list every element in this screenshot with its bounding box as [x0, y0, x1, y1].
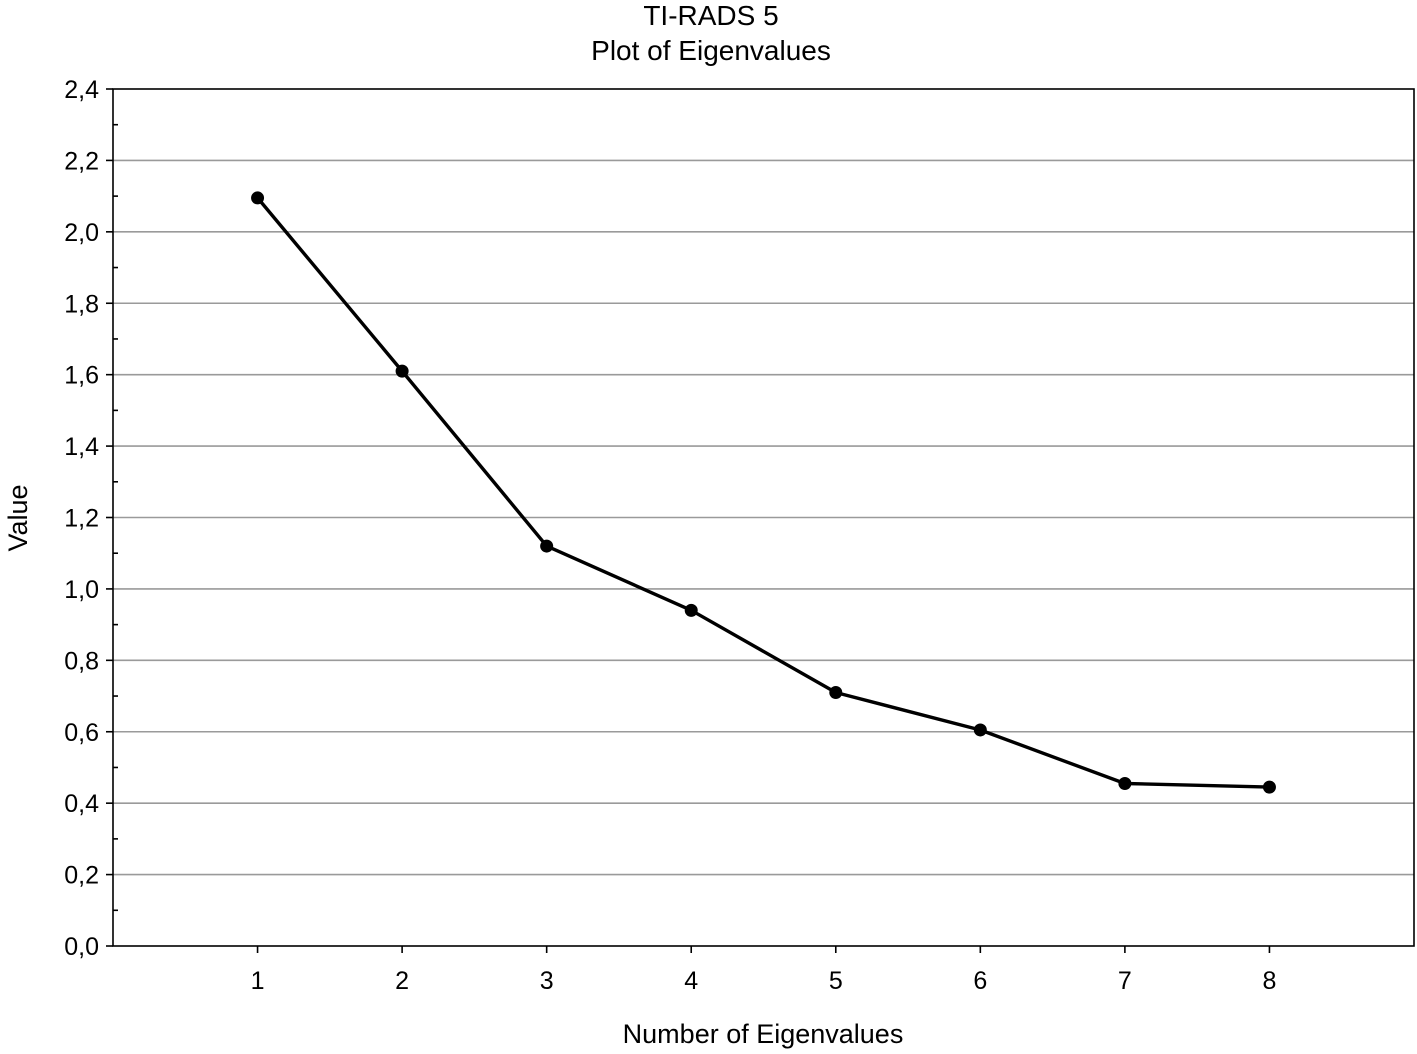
y-tick-label: 0,4 — [64, 790, 99, 818]
x-tick-label: 8 — [1262, 967, 1276, 995]
data-point — [684, 603, 698, 617]
y-tick-labels: 0,0 0,2 0,4 0,6 0,8 1,0 1,2 1,4 1,6 1,8 2,0 2,2 2,4 — [64, 76, 99, 961]
chart-subtitle: Plot of Eigenvalues — [591, 35, 831, 66]
y-tick-label: 1,4 — [64, 433, 99, 461]
axis-ticks — [106, 88, 1271, 953]
y-tick-label: 2,4 — [64, 76, 99, 104]
x-tick-label: 5 — [829, 967, 843, 995]
x-axis-label: Number of Eigenvalues — [623, 1019, 904, 1049]
x-tick-labels: 1 2 3 4 5 6 7 8 — [251, 967, 1277, 995]
series-layer — [251, 191, 1276, 794]
data-point — [973, 723, 987, 737]
x-tick-label: 6 — [973, 967, 987, 995]
y-tick-label: 1,2 — [64, 505, 99, 533]
y-tick-label: 0,6 — [64, 719, 99, 747]
y-tick-label: 1,0 — [64, 576, 99, 604]
y-tick-label: 0,2 — [64, 862, 99, 890]
data-point — [1262, 780, 1276, 794]
x-tick-label: 1 — [251, 967, 265, 995]
grid-lines — [113, 159, 1414, 876]
data-point — [829, 685, 843, 699]
x-tick-label: 2 — [395, 967, 409, 995]
y-axis-label: Value — [3, 484, 33, 551]
x-tick-label: 4 — [684, 967, 698, 995]
data-point — [1118, 777, 1132, 791]
y-tick-label: 0,8 — [64, 647, 99, 675]
y-tick-label: 2,2 — [64, 147, 99, 175]
y-tick-label: 1,8 — [64, 290, 99, 318]
y-tick-label: 2,0 — [64, 219, 99, 247]
data-point — [251, 191, 265, 205]
series-line — [256, 196, 1270, 789]
chart-title: TI-RADS 5 — [643, 0, 778, 31]
x-tick-label: 7 — [1118, 967, 1132, 995]
x-tick-label: 3 — [540, 967, 554, 995]
y-tick-label: 1,6 — [64, 362, 99, 390]
y-tick-label: 0,0 — [64, 933, 99, 961]
data-point — [395, 364, 409, 378]
data-point — [540, 539, 554, 553]
